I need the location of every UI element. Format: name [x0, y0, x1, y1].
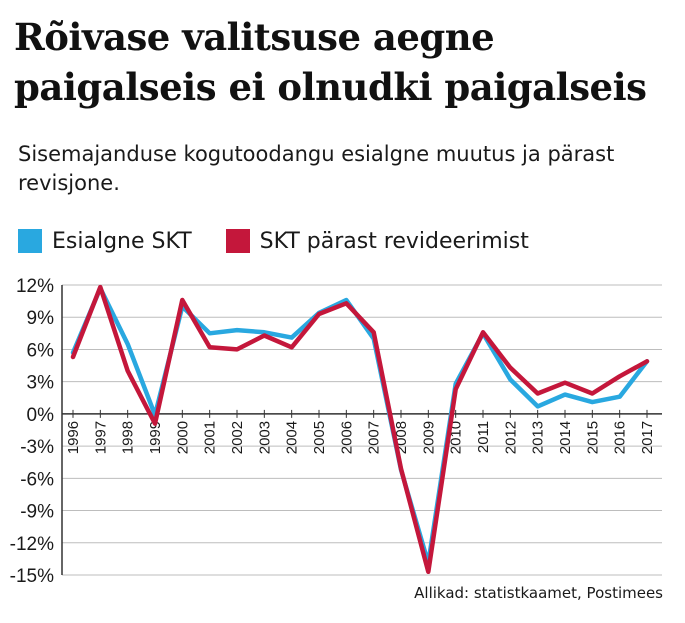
y-tick-label: 0% [27, 405, 55, 426]
x-tick-label: 2001 [202, 421, 219, 454]
x-tick-label: 2012 [502, 421, 519, 454]
x-tick-label: 1997 [92, 421, 109, 454]
x-tick-label: 2017 [639, 421, 656, 454]
x-tick-label: 2004 [284, 421, 301, 454]
x-tick-label: 2013 [530, 421, 547, 454]
x-tick-label: 1996 [65, 421, 82, 454]
y-tick-label: -12% [10, 534, 54, 555]
y-tick-label: 9% [27, 308, 55, 329]
x-tick-label: 2015 [584, 421, 601, 454]
legend-item-revideeritud: SKT pärast revideerimist [225, 228, 529, 254]
x-tick-label: 2000 [174, 421, 191, 454]
legend-item-esialgne: Esialgne SKT [18, 229, 192, 254]
legend-label-revideeritud: SKT pärast revideerimist [259, 228, 529, 254]
x-tick-label: 2011 [475, 421, 492, 453]
x-tick-label: 2003 [256, 421, 273, 454]
y-tick-label: 6% [27, 340, 55, 361]
legend-swatch-esialgne [18, 229, 42, 253]
y-tick-label: 3% [27, 373, 55, 394]
x-tick-label: 2014 [557, 421, 574, 454]
y-tick-label: -3% [20, 437, 54, 458]
x-tick-label: 2006 [338, 421, 355, 454]
x-tick-label: 1999 [147, 421, 164, 454]
x-tick-label: 2007 [366, 421, 383, 454]
legend-label-esialgne: Esialgne SKT [52, 228, 192, 254]
y-tick-label: -6% [20, 469, 54, 490]
source-note: Allikad: statistkaamet, Postimees [414, 584, 663, 602]
chart-title: Rõivase valitsuse aegne paigalseis ei ol… [14, 15, 647, 109]
legend-swatch-revideeritud [225, 229, 250, 253]
chart-subtitle: Sisemajanduse kogutoodangu esialgne muut… [18, 142, 615, 195]
series-line-revideeritud [70, 284, 650, 575]
y-tick-label: -9% [20, 502, 54, 523]
x-tick-label: 2016 [612, 421, 629, 454]
x-tick-label: 2009 [420, 421, 437, 454]
y-tick-label: -15% [10, 566, 54, 587]
x-tick-label: 1998 [120, 421, 137, 454]
y-tick-label: 12% [16, 276, 54, 297]
x-tick-label: 2002 [229, 421, 246, 454]
legend: Esialgne SKT SKT pärast revideerimist [18, 224, 563, 258]
x-tick-label: 2005 [311, 421, 328, 454]
